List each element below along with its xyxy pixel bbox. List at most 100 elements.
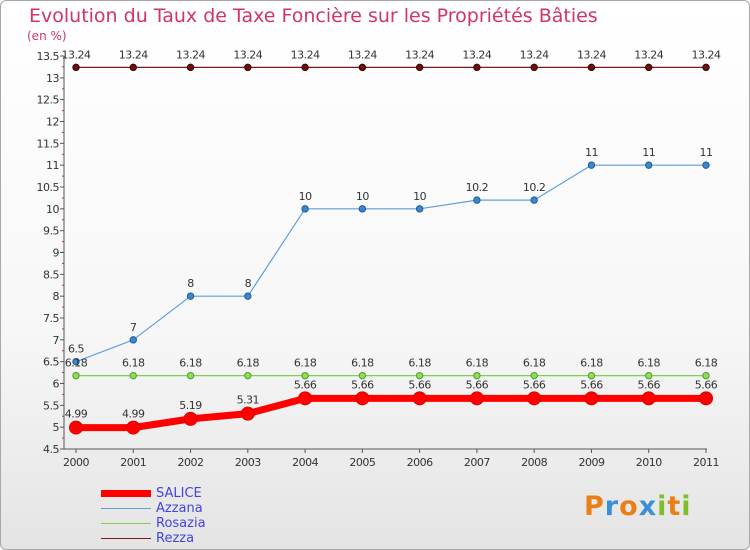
data-point-azzana (530, 196, 538, 204)
data-label-rezza: 13.24 (291, 48, 320, 61)
data-label-azzana: 11 (642, 146, 655, 159)
data-point-rosazia (72, 371, 80, 380)
y-tick-label: 12 (46, 116, 59, 129)
y-tick-label: 4.5 (43, 443, 59, 456)
data-label-rosazia: 6.18 (122, 357, 145, 370)
legend-item-salice: SALICE (101, 486, 206, 501)
data-label-azzana: 6.5 (68, 343, 84, 356)
legend-item-rezza: Rezza (101, 531, 206, 546)
data-point-salice (641, 391, 656, 406)
x-tick-label: 2010 (636, 456, 662, 469)
data-label-rezza: 13.24 (692, 48, 721, 61)
data-point-salice (355, 391, 370, 406)
data-label-rosazia: 6.18 (523, 357, 546, 370)
x-tick-label: 2009 (578, 456, 604, 469)
y-tick-label: 11 (46, 159, 59, 172)
y-unit-label: (en %) (27, 29, 67, 43)
data-label-azzana: 8 (187, 277, 194, 290)
series-line-salice (76, 394, 706, 432)
legend-label-rezza: Rezza (156, 531, 195, 546)
legend-label-salice: SALICE (156, 486, 202, 501)
data-point-rezza (530, 63, 538, 72)
x-tick-label: 2001 (120, 456, 146, 469)
legend-swatch-azzana (101, 507, 151, 510)
data-point-rezza (702, 63, 710, 72)
legend-label-azzana: Azzana (156, 501, 203, 516)
legend-item-rosazia: Rosazia (101, 516, 206, 531)
data-label-salice: 5.66 (294, 378, 317, 391)
data-point-salice (412, 391, 427, 406)
x-tick-label: 2008 (521, 456, 547, 469)
data-label-azzana: 7 (130, 321, 137, 334)
y-tick-label: 12.5 (37, 94, 60, 107)
data-label-rosazia: 6.18 (351, 357, 374, 370)
data-label-rosazia: 6.18 (580, 357, 603, 370)
data-point-azzana (72, 357, 80, 366)
data-point-rosazia (530, 371, 538, 380)
logo-letter: x (638, 491, 658, 522)
y-tick-label: 9.5 (43, 225, 59, 238)
data-label-salice: 5.66 (351, 378, 374, 391)
data-point-rosazia (473, 371, 481, 380)
data-point-azzana (702, 161, 710, 169)
data-label-azzana: 10 (299, 190, 312, 203)
data-label-salice: 5.19 (179, 399, 202, 412)
y-tick-label: 7 (53, 334, 60, 347)
legend: SALICE Azzana Rosazia Rezza (101, 486, 206, 546)
data-label-rezza: 13.24 (119, 48, 148, 61)
y-tick-label: 6.5 (43, 356, 59, 369)
y-tick-label: 7.5 (43, 312, 59, 325)
data-label-salice: 5.66 (637, 378, 660, 391)
data-label-azzana: 8 (245, 277, 252, 290)
legend-swatch-salice (101, 490, 151, 497)
data-point-rezza (415, 63, 424, 72)
logo-letter: i (657, 491, 668, 522)
data-point-rosazia (186, 371, 195, 380)
logo-letter: t (667, 491, 682, 522)
data-label-rezza: 13.24 (462, 48, 491, 61)
data-point-rezza (129, 63, 137, 72)
data-label-salice: 5.66 (408, 378, 431, 391)
y-tick-label: 8.5 (43, 268, 59, 281)
data-label-rezza: 13.24 (62, 48, 91, 61)
data-label-rosazia: 6.18 (294, 357, 317, 370)
y-tick-label: 13 (46, 72, 59, 85)
data-label-salice: 5.66 (523, 378, 546, 391)
y-tick-label: 8 (53, 290, 60, 303)
logo-letter: o (619, 491, 639, 522)
data-point-rezza (186, 63, 195, 72)
data-label-salice: 5.66 (695, 378, 718, 391)
data-point-azzana (415, 205, 424, 213)
data-point-salice (183, 411, 198, 426)
data-label-rezza: 13.24 (233, 48, 262, 61)
data-label-azzana: 10.2 (523, 181, 546, 194)
data-label-rezza: 13.24 (520, 48, 549, 61)
data-point-azzana (587, 161, 596, 169)
x-tick-label: 2002 (178, 456, 204, 469)
y-tick-label: 5 (53, 421, 60, 434)
data-label-rezza: 13.24 (634, 48, 663, 61)
legend-swatch-rosazia (101, 522, 151, 525)
chart-title: Evolution du Taux de Taxe Foncière sur l… (29, 5, 598, 27)
data-point-rosazia (645, 371, 653, 380)
data-point-rezza (473, 63, 481, 72)
data-point-rosazia (301, 371, 309, 380)
data-label-rosazia: 6.18 (637, 357, 660, 370)
y-tick-label: 9 (53, 247, 60, 260)
data-point-salice (240, 406, 255, 421)
data-point-rezza (72, 63, 80, 72)
data-point-azzana (473, 196, 481, 204)
data-label-rosazia: 6.18 (408, 357, 431, 370)
data-point-salice (699, 391, 713, 406)
legend-swatch-rezza (101, 537, 151, 540)
data-label-salice: 4.99 (122, 408, 145, 421)
x-tick-label: 2005 (349, 456, 375, 469)
data-point-rosazia (415, 371, 424, 380)
data-label-rezza: 13.24 (348, 48, 377, 61)
x-tick-label: 2004 (292, 456, 318, 469)
data-label-rosazia: 6.18 (695, 357, 718, 370)
data-point-rezza (645, 63, 653, 72)
data-label-rosazia: 6.18 (65, 357, 88, 370)
